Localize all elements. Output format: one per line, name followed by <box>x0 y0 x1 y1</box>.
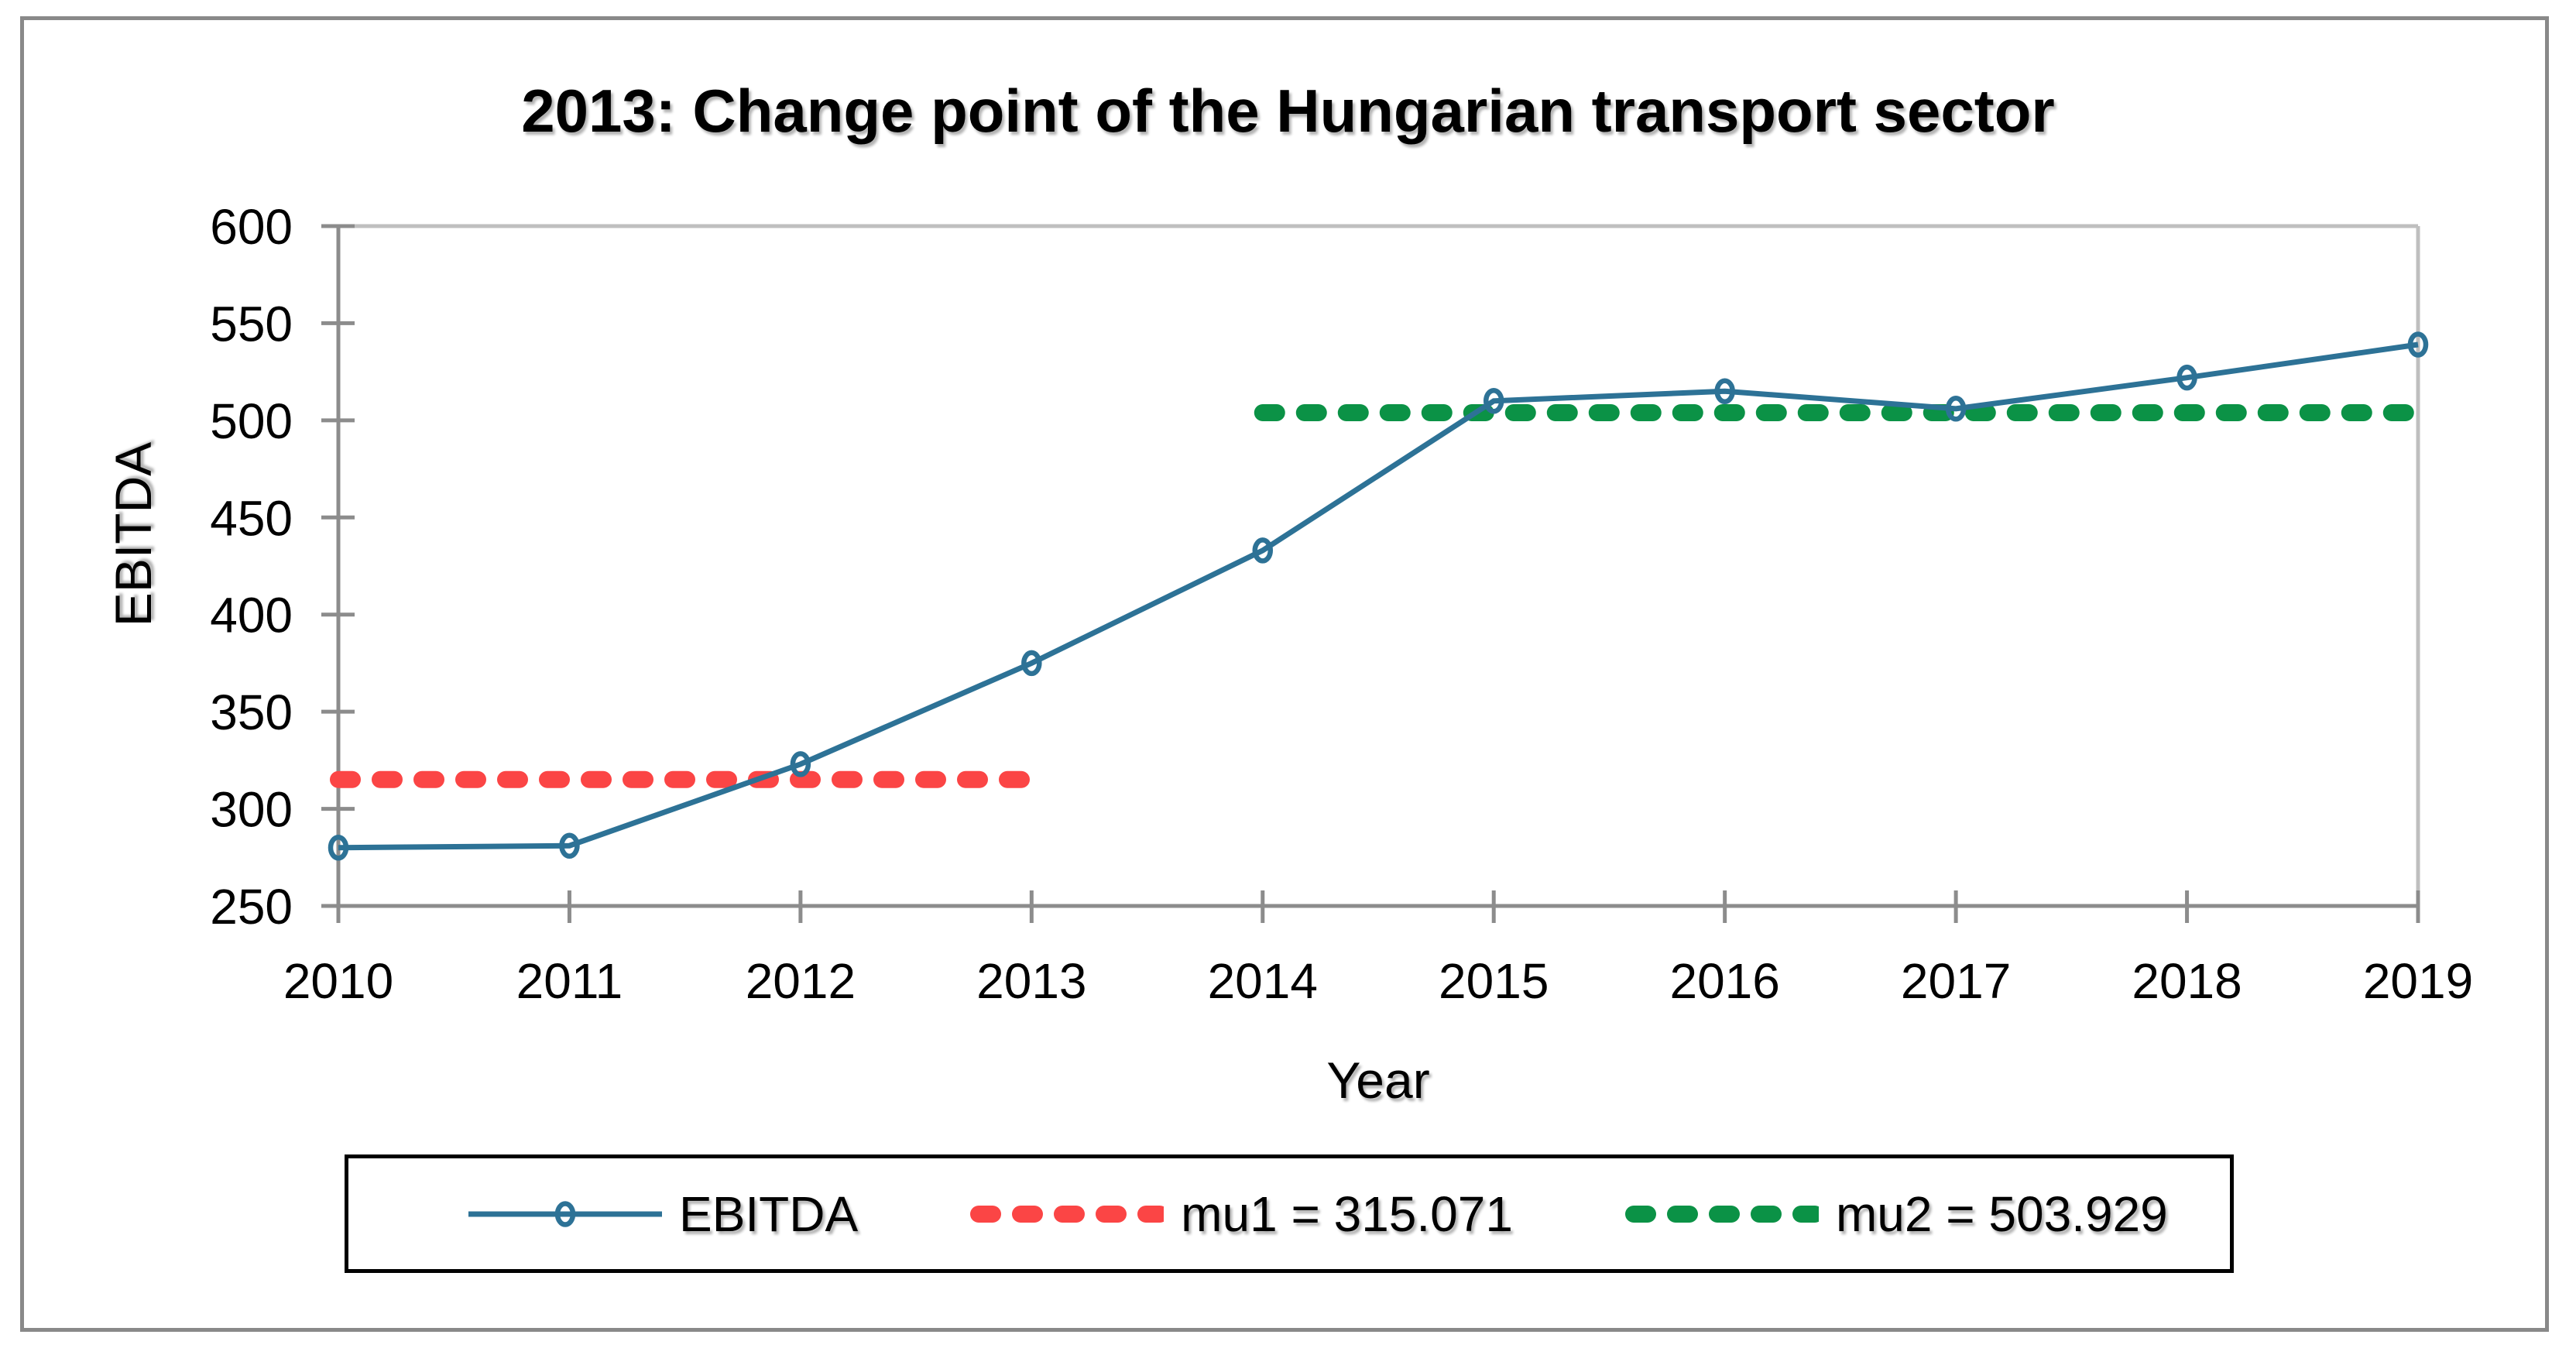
legend-entry-mu2: mu2 = 503.929 <box>1624 1185 2168 1243</box>
y-axis-title: EBITDA <box>105 441 162 627</box>
legend-label-mu1: mu1 = 315.071 <box>1181 1185 1513 1242</box>
legend-entry-ebitda: EBITDA <box>468 1185 858 1243</box>
x-tick-label: 2012 <box>746 953 856 1009</box>
y-tick-label: 300 <box>210 782 293 838</box>
ebitda-data-point-marker <box>2176 364 2197 391</box>
x-tick-label: 2018 <box>2132 953 2242 1009</box>
ebitda-line-marker-sample-icon <box>468 1200 662 1227</box>
ebitda-data-point-marker <box>1252 537 1274 564</box>
legend-label-ebitda: EBITDA <box>679 1185 859 1242</box>
x-tick-label: 2011 <box>516 953 623 1009</box>
x-tick-label: 2013 <box>976 953 1086 1009</box>
ebitda-data-point-marker <box>1483 388 1504 414</box>
y-tick-label: 600 <box>210 199 293 255</box>
ebitda-data-point-marker <box>1714 378 1735 404</box>
x-tick-label: 2015 <box>1439 953 1549 1009</box>
x-tick-label: 2014 <box>1208 953 1318 1009</box>
y-tick-label: 250 <box>210 879 293 935</box>
x-tick-label: 2016 <box>1669 953 1779 1009</box>
x-tick-label: 2019 <box>2363 953 2473 1009</box>
ebitda-data-point-marker <box>328 834 349 861</box>
ebitda-data-point-marker <box>790 751 811 777</box>
ebitda-data-point-marker <box>2407 331 2429 358</box>
x-axis-title: Year <box>1326 1052 1430 1109</box>
legend-box: EBITDA mu1 = 315.071 mu2 = 503.929 <box>345 1154 2234 1273</box>
ebitda-series-line <box>338 341 2419 851</box>
figure-border <box>20 16 2549 1332</box>
y-tick-label: 450 <box>210 490 293 546</box>
y-tick-label: 350 <box>210 684 293 740</box>
mu2-green-dash-sample-icon <box>1624 1205 1819 1223</box>
y-tick-label: 550 <box>210 296 293 352</box>
mu1-red-dash-sample-icon <box>970 1205 1165 1223</box>
chart-title: 2013: Change point of the Hungarian tran… <box>521 77 2055 145</box>
ebitda-data-point-marker <box>1021 650 1042 677</box>
ebitda-data-point-marker <box>1945 396 1967 422</box>
legend-entry-mu1: mu1 = 315.071 <box>970 1185 1513 1243</box>
y-tick-label: 500 <box>210 393 293 449</box>
legend-label-mu2: mu2 = 503.929 <box>1835 1185 2168 1242</box>
x-tick-label: 2017 <box>1901 953 2011 1009</box>
ebitda-data-point-marker <box>559 832 580 859</box>
y-tick-label: 400 <box>210 588 293 643</box>
x-tick-label: 2010 <box>283 953 393 1009</box>
